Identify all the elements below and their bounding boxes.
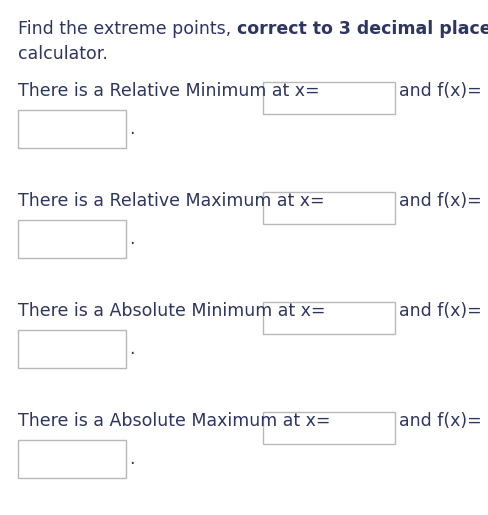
FancyBboxPatch shape bbox=[263, 82, 395, 114]
Text: and f(x)=: and f(x)= bbox=[399, 412, 482, 430]
Text: .: . bbox=[129, 450, 135, 468]
FancyBboxPatch shape bbox=[263, 302, 395, 334]
Text: and f(x)=: and f(x)= bbox=[399, 82, 482, 100]
Text: There is a Relative Maximum at x=: There is a Relative Maximum at x= bbox=[18, 192, 325, 210]
Text: There is a Relative Minimum at x=: There is a Relative Minimum at x= bbox=[18, 82, 320, 100]
Text: .: . bbox=[129, 120, 135, 138]
FancyBboxPatch shape bbox=[18, 220, 126, 258]
Text: There is a Absolute Maximum at x=: There is a Absolute Maximum at x= bbox=[18, 412, 330, 430]
Text: Find the extreme points,: Find the extreme points, bbox=[18, 20, 237, 38]
FancyBboxPatch shape bbox=[263, 412, 395, 444]
Text: .: . bbox=[129, 230, 135, 248]
FancyBboxPatch shape bbox=[18, 440, 126, 478]
Text: There is a Absolute Minimum at x=: There is a Absolute Minimum at x= bbox=[18, 302, 325, 320]
FancyBboxPatch shape bbox=[18, 330, 126, 368]
Text: .: . bbox=[129, 340, 135, 358]
FancyBboxPatch shape bbox=[263, 192, 395, 224]
Text: correct to 3 decimal places: correct to 3 decimal places bbox=[237, 20, 488, 38]
Text: and f(x)=: and f(x)= bbox=[399, 302, 482, 320]
Text: calculator.: calculator. bbox=[18, 45, 108, 63]
Text: and f(x)=: and f(x)= bbox=[399, 192, 482, 210]
FancyBboxPatch shape bbox=[18, 110, 126, 148]
